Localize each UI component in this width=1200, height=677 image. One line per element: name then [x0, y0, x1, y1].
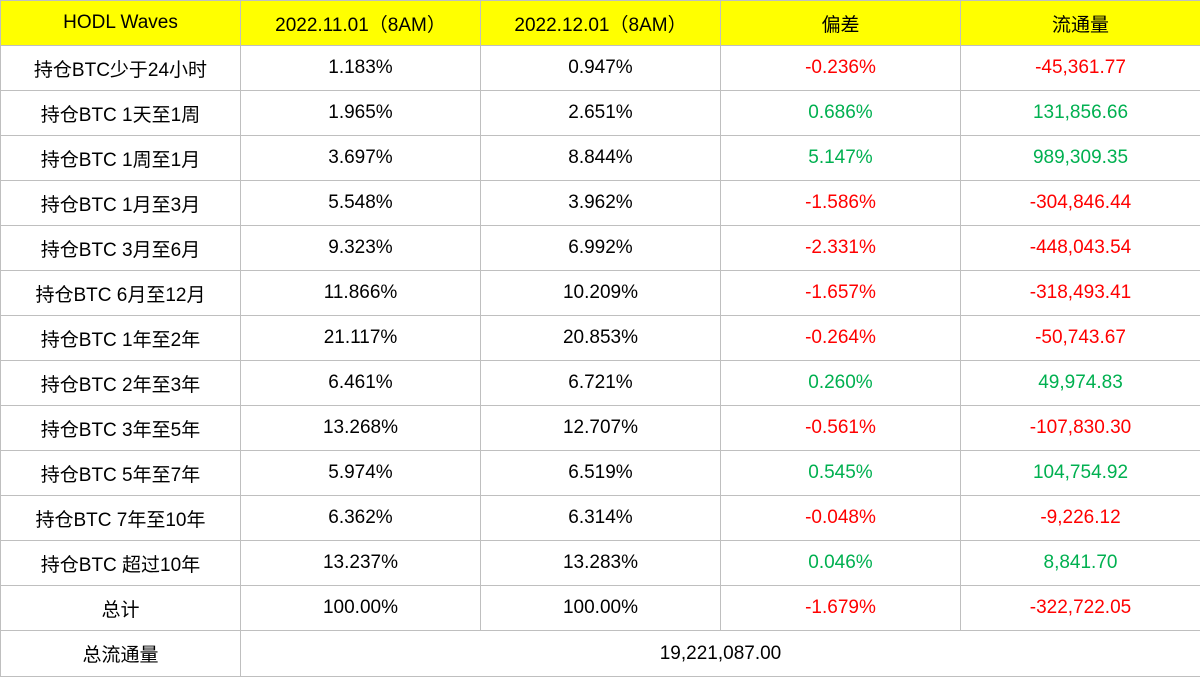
dec-value: 6.992%: [481, 226, 721, 271]
header-cell-diff: 偏差: [721, 1, 961, 46]
row-label: 持仓BTC 1年至2年: [1, 316, 241, 361]
flow-value: -50,743.67: [961, 316, 1200, 361]
nov-value: 11.866%: [241, 271, 481, 316]
total-supply-row: 总流通量 19,221,087.00: [1, 631, 1200, 677]
nov-value: 6.461%: [241, 361, 481, 406]
dec-value: 12.707%: [481, 406, 721, 451]
nov-value: 5.974%: [241, 451, 481, 496]
flow-value: -9,226.12: [961, 496, 1200, 541]
total-supply-value: 19,221,087.00: [241, 631, 1200, 677]
header-cell-flow: 流通量: [961, 1, 1200, 46]
dec-value: 100.00%: [481, 586, 721, 631]
nov-value: 3.697%: [241, 136, 481, 181]
diff-value: 0.046%: [721, 541, 961, 586]
row-label: 持仓BTC 1天至1周: [1, 91, 241, 136]
row-label: 持仓BTC 6月至12月: [1, 271, 241, 316]
flow-value: 8,841.70: [961, 541, 1200, 586]
dec-value: 13.283%: [481, 541, 721, 586]
dec-value: 8.844%: [481, 136, 721, 181]
flow-value: -107,830.30: [961, 406, 1200, 451]
row-label: 持仓BTC 7年至10年: [1, 496, 241, 541]
diff-value: -0.048%: [721, 496, 961, 541]
flow-value: 104,754.92: [961, 451, 1200, 496]
diff-value: -1.657%: [721, 271, 961, 316]
diff-value: -1.586%: [721, 181, 961, 226]
flow-value: -45,361.77: [961, 46, 1200, 91]
header-row: HODL Waves 2022.11.01（8AM） 2022.12.01（8A…: [1, 1, 1200, 46]
dec-value: 6.314%: [481, 496, 721, 541]
row-label: 持仓BTC 3年至5年: [1, 406, 241, 451]
nov-value: 100.00%: [241, 586, 481, 631]
dec-value: 10.209%: [481, 271, 721, 316]
diff-value: -0.236%: [721, 46, 961, 91]
flow-value: -322,722.05: [961, 586, 1200, 631]
header-cell-nov: 2022.11.01（8AM）: [241, 1, 481, 46]
flow-value: -318,493.41: [961, 271, 1200, 316]
diff-value: 0.545%: [721, 451, 961, 496]
row-label: 持仓BTC 5年至7年: [1, 451, 241, 496]
nov-value: 13.268%: [241, 406, 481, 451]
row-label: 持仓BTC 1月至3月: [1, 181, 241, 226]
dec-value: 20.853%: [481, 316, 721, 361]
nov-value: 21.117%: [241, 316, 481, 361]
nov-value: 1.965%: [241, 91, 481, 136]
diff-value: 0.260%: [721, 361, 961, 406]
dec-value: 2.651%: [481, 91, 721, 136]
diff-value: 0.686%: [721, 91, 961, 136]
nov-value: 13.237%: [241, 541, 481, 586]
row-label: 持仓BTC 3月至6月: [1, 226, 241, 271]
diff-value: -0.264%: [721, 316, 961, 361]
diff-value: 5.147%: [721, 136, 961, 181]
header-cell-dec: 2022.12.01（8AM）: [481, 1, 721, 46]
total-supply-label: 总流通量: [1, 631, 241, 677]
diff-value: -2.331%: [721, 226, 961, 271]
diff-value: -0.561%: [721, 406, 961, 451]
nov-value: 5.548%: [241, 181, 481, 226]
row-label: 持仓BTC 超过10年: [1, 541, 241, 586]
header-cell-hodl-waves: HODL Waves: [1, 1, 241, 46]
dec-value: 3.962%: [481, 181, 721, 226]
flow-value: -448,043.54: [961, 226, 1200, 271]
dec-value: 0.947%: [481, 46, 721, 91]
flow-value: 49,974.83: [961, 361, 1200, 406]
nov-value: 1.183%: [241, 46, 481, 91]
dec-value: 6.519%: [481, 451, 721, 496]
flow-value: -304,846.44: [961, 181, 1200, 226]
diff-value: -1.679%: [721, 586, 961, 631]
flow-value: 989,309.35: [961, 136, 1200, 181]
dec-value: 6.721%: [481, 361, 721, 406]
flow-value: 131,856.66: [961, 91, 1200, 136]
row-label: 持仓BTC 1周至1月: [1, 136, 241, 181]
row-label: 持仓BTC 2年至3年: [1, 361, 241, 406]
nov-value: 6.362%: [241, 496, 481, 541]
nov-value: 9.323%: [241, 226, 481, 271]
row-label: 总计: [1, 586, 241, 631]
row-label: 持仓BTC少于24小时: [1, 46, 241, 91]
